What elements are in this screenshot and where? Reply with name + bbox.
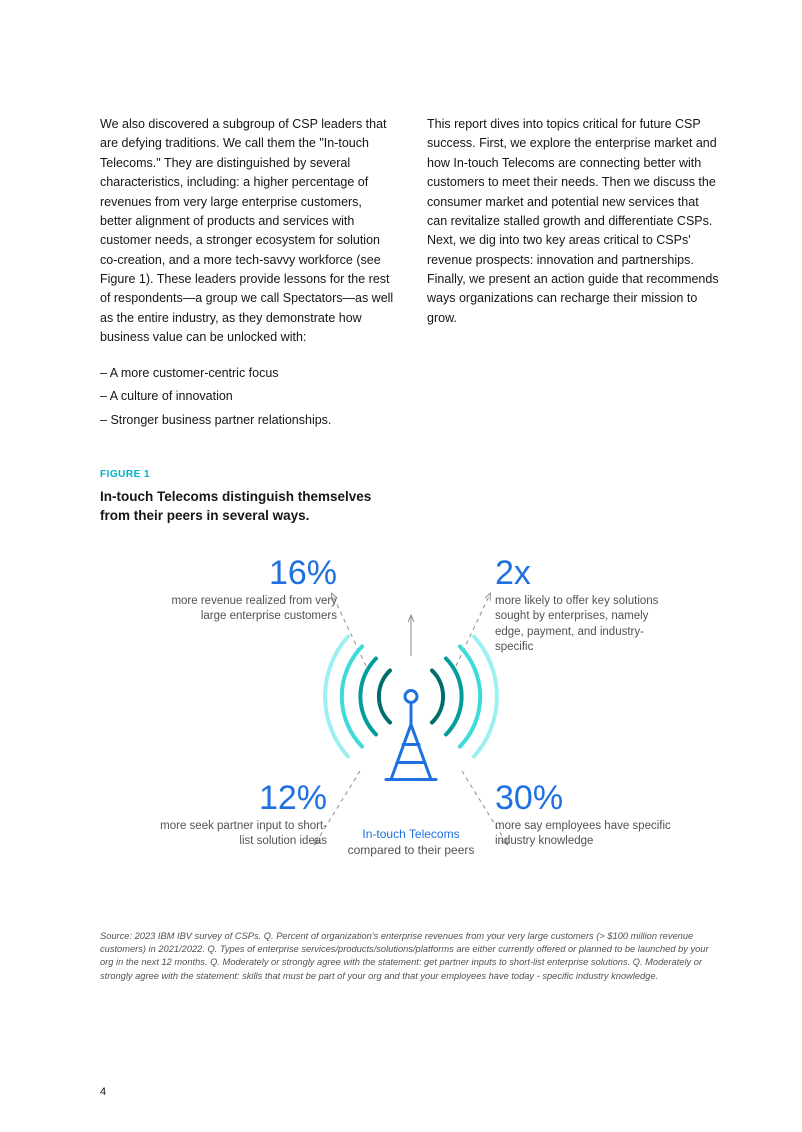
stat-bottom-right: 30% more say employees have specific ind… (495, 781, 675, 850)
stat-top-right: 2x more likely to offer key solutions so… (495, 556, 675, 656)
right-paragraph: This report dives into topics critical f… (427, 115, 722, 328)
stat-bottom-left: 12% more seek partner input to short-lis… (147, 781, 327, 850)
left-paragraph: We also discovered a subgroup of CSP lea… (100, 115, 395, 348)
page-number: 4 (100, 1086, 106, 1098)
stat-value: 12% (147, 781, 327, 815)
bullet-item: A culture of innovation (100, 385, 395, 409)
bullet-list: A more customer-centric focus A culture … (100, 362, 395, 433)
stat-desc: more revenue realized from very large en… (157, 594, 337, 625)
stat-value: 16% (157, 556, 337, 590)
body-columns: We also discovered a subgroup of CSP lea… (100, 115, 722, 433)
figure-source: Source: 2023 IBM IBV survey of CSPs. Q. … (100, 930, 722, 984)
antenna-icon (316, 624, 506, 799)
stat-value: 2x (495, 556, 675, 590)
stat-value: 30% (495, 781, 675, 815)
stat-top-left: 16% more revenue realized from very larg… (157, 556, 337, 625)
center-caption-line2: compared to their peers (348, 842, 475, 859)
figure-title: In-touch Telecoms distinguish themselves… (100, 488, 400, 526)
stat-desc: more seek partner input to short-list so… (147, 819, 327, 850)
figure-infographic: In-touch Telecoms compared to their peer… (100, 546, 722, 906)
bullet-item: A more customer-centric focus (100, 362, 395, 386)
bullet-item: Stronger business partner relationships. (100, 409, 395, 433)
stat-desc: more say employees have specific industr… (495, 819, 675, 850)
figure-label: FIGURE 1 (100, 469, 722, 480)
center-caption-line1: In-touch Telecoms (348, 826, 475, 843)
stat-desc: more likely to offer key solutions sough… (495, 594, 675, 656)
center-caption: In-touch Telecoms compared to their peer… (348, 826, 475, 860)
